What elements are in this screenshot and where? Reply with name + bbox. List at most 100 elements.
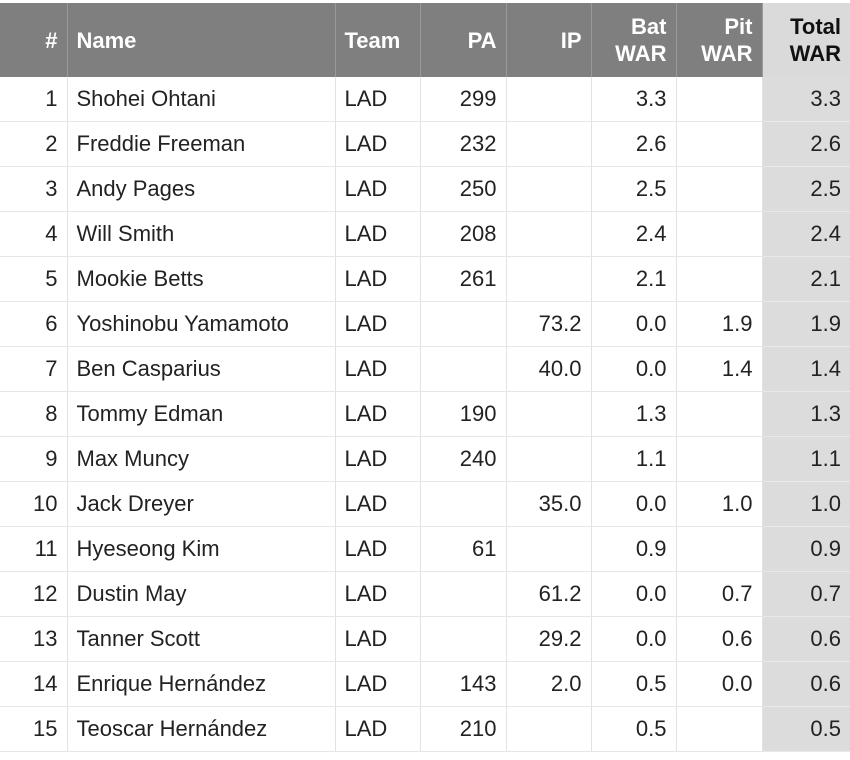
cell-name: Andy Pages — [67, 166, 336, 212]
table-row: 8 Tommy Edman LAD 190 1.3 1.3 — [0, 391, 850, 437]
cell-ip — [506, 256, 592, 302]
cell-rank: 13 — [0, 616, 68, 662]
header-pa[interactable]: PA — [420, 3, 507, 77]
cell-bat-war: 2.5 — [591, 166, 677, 212]
cell-ip: 73.2 — [506, 301, 592, 347]
cell-pa: 143 — [420, 661, 507, 707]
cell-team: LAD — [335, 166, 421, 212]
cell-pit-war — [676, 77, 763, 122]
cell-bat-war: 0.0 — [591, 346, 677, 392]
cell-ip — [506, 77, 592, 122]
cell-ip: 29.2 — [506, 616, 592, 662]
cell-ip — [506, 526, 592, 572]
cell-team: LAD — [335, 616, 421, 662]
cell-bat-war: 0.0 — [591, 571, 677, 617]
cell-name: Max Muncy — [67, 436, 336, 482]
cell-team: LAD — [335, 77, 421, 122]
cell-rank: 10 — [0, 481, 68, 527]
table-row: 10 Jack Dreyer LAD 35.0 0.0 1.0 1.0 — [0, 481, 850, 527]
cell-pa — [420, 346, 507, 392]
cell-pit-war: 1.0 — [676, 481, 763, 527]
header-row: # Name Team PA IP Bat WAR Pit WAR Total WAR — [0, 3, 850, 77]
cell-rank: 4 — [0, 211, 68, 257]
cell-bat-war: 0.5 — [591, 661, 677, 707]
cell-rank: 1 — [0, 77, 68, 122]
cell-total-war: 3.3 — [762, 77, 850, 122]
cell-name: Yoshinobu Yamamoto — [67, 301, 336, 347]
cell-rank: 14 — [0, 661, 68, 707]
cell-team: LAD — [335, 211, 421, 257]
cell-pit-war: 0.7 — [676, 571, 763, 617]
table-row: 13 Tanner Scott LAD 29.2 0.0 0.6 0.6 — [0, 616, 850, 662]
table-row: 12 Dustin May LAD 61.2 0.0 0.7 0.7 — [0, 571, 850, 617]
table-row: 1 Shohei Ohtani LAD 299 3.3 3.3 — [0, 77, 850, 122]
cell-name: Freddie Freeman — [67, 121, 336, 167]
cell-pa: 61 — [420, 526, 507, 572]
cell-pa — [420, 616, 507, 662]
table-row: 11 Hyeseong Kim LAD 61 0.9 0.9 — [0, 526, 850, 572]
cell-bat-war: 3.3 — [591, 77, 677, 122]
cell-ip: 61.2 — [506, 571, 592, 617]
header-bat-war[interactable]: Bat WAR — [591, 3, 677, 77]
cell-total-war: 0.9 — [762, 526, 850, 572]
cell-team: LAD — [335, 526, 421, 572]
cell-team: LAD — [335, 706, 421, 752]
header-name[interactable]: Name — [67, 3, 336, 77]
cell-pit-war — [676, 166, 763, 212]
cell-total-war: 2.6 — [762, 121, 850, 167]
cell-name: Enrique Hernández — [67, 661, 336, 707]
cell-bat-war: 2.1 — [591, 256, 677, 302]
cell-pit-war: 1.4 — [676, 346, 763, 392]
cell-team: LAD — [335, 391, 421, 437]
header-pit-war[interactable]: Pit WAR — [676, 3, 763, 77]
cell-pit-war — [676, 211, 763, 257]
table-row: 2 Freddie Freeman LAD 232 2.6 2.6 — [0, 121, 850, 167]
cell-pa: 299 — [420, 77, 507, 122]
cell-team: LAD — [335, 481, 421, 527]
cell-rank: 8 — [0, 391, 68, 437]
cell-name: Mookie Betts — [67, 256, 336, 302]
cell-name: Shohei Ohtani — [67, 77, 336, 122]
cell-total-war: 2.1 — [762, 256, 850, 302]
cell-rank: 11 — [0, 526, 68, 572]
cell-rank: 6 — [0, 301, 68, 347]
table-body: 1 Shohei Ohtani LAD 299 3.3 3.3 2 Freddie Free… — [0, 77, 850, 752]
cell-pa — [420, 481, 507, 527]
cell-pa: 208 — [420, 211, 507, 257]
cell-pit-war — [676, 256, 763, 302]
cell-total-war: 1.0 — [762, 481, 850, 527]
cell-total-war: 0.5 — [762, 706, 850, 752]
cell-name: Tommy Edman — [67, 391, 336, 437]
cell-pa — [420, 301, 507, 347]
table-row: 14 Enrique Hernández LAD 143 2.0 0.5 0.0 0.6 — [0, 661, 850, 707]
header-ip[interactable]: IP — [506, 3, 592, 77]
cell-rank: 7 — [0, 346, 68, 392]
cell-ip — [506, 436, 592, 482]
cell-ip — [506, 706, 592, 752]
header-rank[interactable]: # — [0, 3, 68, 77]
cell-pit-war — [676, 391, 763, 437]
table-row: 9 Max Muncy LAD 240 1.1 1.1 — [0, 436, 850, 482]
table-row: 4 Will Smith LAD 208 2.4 2.4 — [0, 211, 850, 257]
cell-pa: 210 — [420, 706, 507, 752]
header-total-war[interactable]: Total WAR — [762, 3, 850, 77]
cell-rank: 3 — [0, 166, 68, 212]
cell-name: Ben Casparius — [67, 346, 336, 392]
cell-pit-war: 0.0 — [676, 661, 763, 707]
cell-total-war: 2.5 — [762, 166, 850, 212]
cell-pa: 190 — [420, 391, 507, 437]
cell-bat-war: 0.9 — [591, 526, 677, 572]
cell-pit-war: 1.9 — [676, 301, 763, 347]
header-team[interactable]: Team — [335, 3, 421, 77]
cell-bat-war: 0.0 — [591, 481, 677, 527]
cell-pit-war — [676, 526, 763, 572]
cell-pa: 261 — [420, 256, 507, 302]
cell-rank: 12 — [0, 571, 68, 617]
cell-rank: 9 — [0, 436, 68, 482]
table-row: 7 Ben Casparius LAD 40.0 0.0 1.4 1.4 — [0, 346, 850, 392]
cell-total-war: 0.6 — [762, 616, 850, 662]
cell-name: Teoscar Hernández — [67, 706, 336, 752]
cell-team: LAD — [335, 301, 421, 347]
cell-total-war: 1.3 — [762, 391, 850, 437]
cell-ip — [506, 391, 592, 437]
